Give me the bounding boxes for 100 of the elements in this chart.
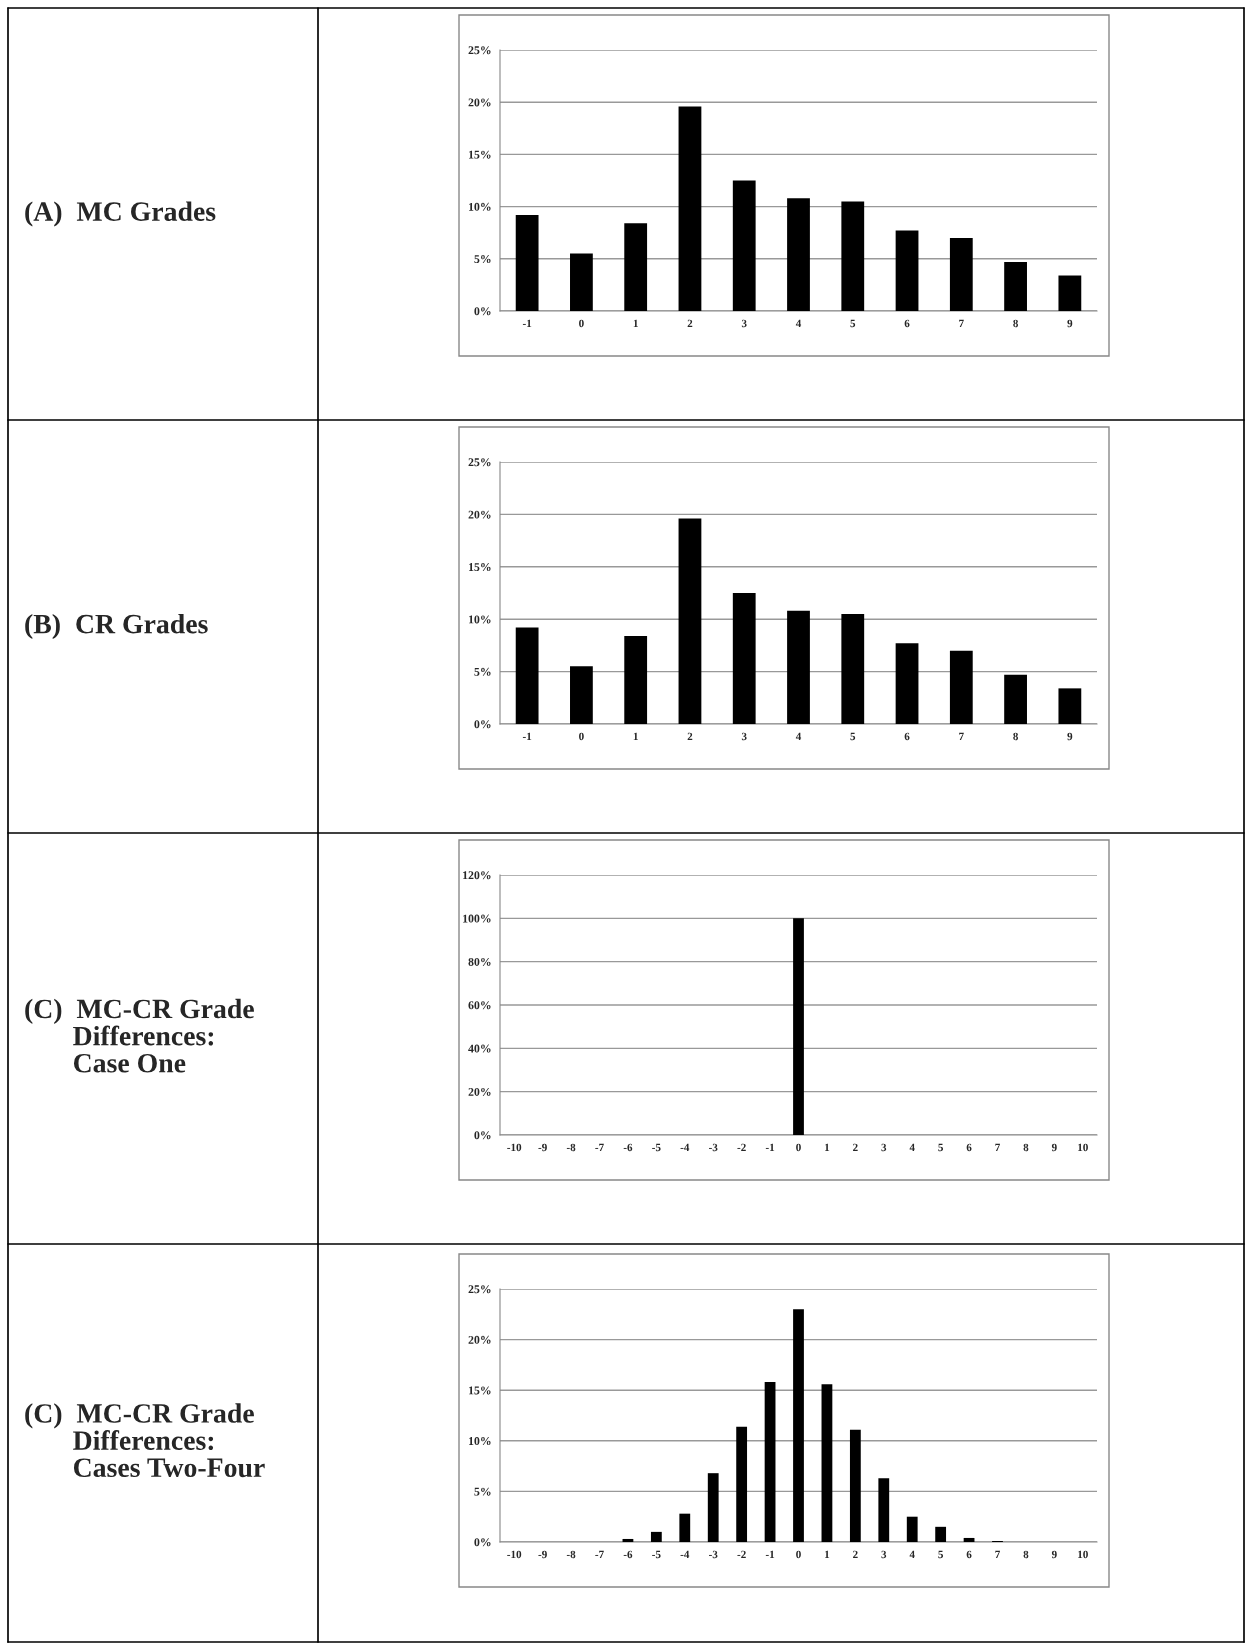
- y-tick-label: 0%: [474, 307, 491, 316]
- x-tick-label: -4: [680, 1550, 690, 1559]
- y-tick-label: 5%: [474, 255, 491, 264]
- x-tick-label: -2: [737, 1143, 746, 1152]
- x-tick-label: 9: [1067, 319, 1073, 328]
- bar: [821, 1384, 833, 1542]
- bar: [736, 1426, 748, 1542]
- x-tick-label: 10: [1078, 1550, 1088, 1559]
- x-tick-label: -5: [652, 1550, 661, 1559]
- x-tick-label: -9: [538, 1143, 547, 1152]
- x-tick-label: 8: [1013, 732, 1018, 741]
- y-tick-label: 100%: [463, 914, 491, 923]
- x-tick-label: 7: [959, 732, 964, 741]
- y-tick-label: 15%: [469, 563, 491, 572]
- x-tick-label: 2: [853, 1143, 858, 1152]
- x-tick-label: 4: [795, 319, 802, 328]
- x-tick-label: 8: [1013, 319, 1018, 328]
- y-tick-label: 120%: [463, 871, 491, 880]
- x-tick-label: -10: [507, 1550, 522, 1559]
- bar: [1004, 674, 1027, 724]
- bar: [650, 1531, 662, 1542]
- y-tick-label: 0%: [474, 720, 491, 729]
- x-tick-label: 4: [909, 1550, 915, 1559]
- x-tick-label: 6: [904, 319, 910, 328]
- x-tick-label: 2: [687, 732, 693, 741]
- x-tick-label: -5: [652, 1143, 661, 1152]
- x-tick-label: 8: [1023, 1550, 1029, 1559]
- x-tick-label: 6: [904, 732, 910, 741]
- x-tick-label: 7: [995, 1550, 1001, 1559]
- x-tick-label: 3: [881, 1143, 887, 1152]
- y-tick-label: 5%: [474, 667, 491, 676]
- x-tick-label: 0: [796, 1143, 801, 1152]
- y-tick-label: 25%: [468, 458, 491, 467]
- x-tick-label: 1: [633, 732, 638, 741]
- x-tick-label: -7: [595, 1550, 604, 1559]
- x-tick-label: 8: [1023, 1143, 1029, 1152]
- bar: [570, 253, 593, 311]
- x-tick-label: 3: [741, 732, 747, 741]
- x-tick-label: -1: [765, 1143, 775, 1152]
- y-tick-label: 0%: [474, 1131, 491, 1140]
- y-tick-label: 60%: [468, 1001, 491, 1010]
- x-tick-label: 2: [687, 319, 693, 328]
- x-tick-label: 1: [825, 1143, 830, 1152]
- bar: [624, 223, 648, 311]
- bar: [841, 201, 865, 311]
- bar: [678, 518, 702, 724]
- bar: [515, 627, 539, 724]
- x-tick-label: -6: [623, 1143, 633, 1152]
- x-tick-label: 6: [966, 1143, 972, 1152]
- x-tick-label: 0: [796, 1550, 801, 1559]
- y-tick-label: 0%: [474, 1538, 491, 1547]
- x-tick-label: 2: [853, 1550, 858, 1559]
- y-axis-title: (A) MC Grades: [25, 201, 216, 227]
- bar: [787, 198, 810, 311]
- bar: [1058, 688, 1082, 724]
- x-tick-label: -4: [680, 1143, 690, 1152]
- x-tick-label: 5: [850, 319, 856, 328]
- x-tick-label: -9: [538, 1550, 547, 1559]
- bar: [679, 1513, 691, 1542]
- x-tick-label: 3: [881, 1550, 887, 1559]
- x-tick-label: 3: [741, 319, 747, 328]
- x-tick-label: 1: [633, 319, 638, 328]
- bar: [515, 214, 539, 311]
- x-tick-label: -1: [522, 732, 532, 741]
- x-tick-label: -8: [566, 1550, 576, 1559]
- y-tick-label: 15%: [469, 150, 491, 159]
- bar: [764, 1382, 776, 1542]
- x-tick-label: 9: [1051, 1143, 1057, 1152]
- y-tick-label: 25%: [468, 46, 491, 55]
- x-tick-label: 5: [938, 1143, 944, 1152]
- bar: [949, 237, 973, 311]
- x-tick-label: -10: [507, 1143, 522, 1152]
- bar: [570, 666, 593, 724]
- x-tick-label: 1: [825, 1550, 830, 1559]
- bar: [906, 1516, 918, 1542]
- bar: [841, 613, 865, 724]
- x-tick-label: 5: [938, 1550, 944, 1559]
- x-tick-label: 4: [795, 732, 802, 741]
- y-tick-label: 15%: [469, 1386, 491, 1395]
- x-tick-label: -1: [765, 1550, 775, 1559]
- x-tick-label: 0: [579, 732, 584, 741]
- x-tick-label: 5: [850, 732, 856, 741]
- bar: [624, 635, 648, 724]
- bar: [1058, 275, 1082, 311]
- x-tick-label: 6: [966, 1550, 972, 1559]
- y-tick-label: 20%: [468, 98, 491, 107]
- y-tick-label: 80%: [468, 957, 491, 966]
- x-tick-label: -2: [737, 1550, 746, 1559]
- bar: [622, 1538, 634, 1542]
- bar: [935, 1526, 947, 1542]
- x-tick-label: -1: [522, 319, 532, 328]
- y-tick-label: 10%: [469, 1437, 491, 1446]
- x-tick-label: 0: [579, 319, 584, 328]
- y-axis-title: (C) MC-CR Grade Differences: Case One: [25, 998, 254, 1073]
- x-tick-label: -3: [708, 1143, 718, 1152]
- x-tick-label: 9: [1051, 1550, 1057, 1559]
- y-axis-title: (C) MC-CR Grade Differences: Cases Two-Four: [25, 1403, 265, 1478]
- x-tick-label: -8: [566, 1143, 576, 1152]
- x-tick-label: -7: [595, 1143, 604, 1152]
- bar: [895, 643, 919, 724]
